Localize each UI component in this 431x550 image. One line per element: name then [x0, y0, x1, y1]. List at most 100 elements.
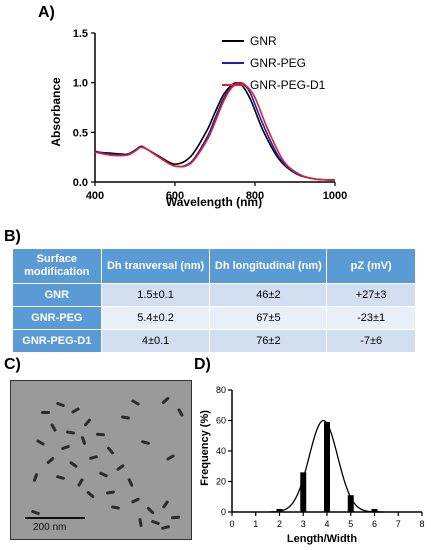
y-axis-label: Frequency (%) [199, 410, 211, 486]
table-cell: 67±5 [209, 306, 328, 330]
x-tick-label: 8 [419, 519, 424, 529]
nanorod [95, 432, 106, 437]
nanorod [65, 430, 76, 435]
nanorod [41, 411, 50, 414]
nanorod [86, 490, 95, 499]
absorbance-chart: 400 600 800 1000 0.0 0.5 1.0 1.5 GNR GNR-PEG GNR-… [49, 28, 347, 209]
y-axis-label: Absorbance [49, 77, 63, 147]
nanorod [60, 444, 71, 451]
table-header: Dh tranversal (nm) [100, 248, 211, 284]
histogram-bar [324, 422, 330, 512]
panel-label-b: B) [4, 228, 21, 245]
x-tick-label: 4 [324, 519, 329, 529]
legend-entry: GNR [250, 34, 277, 48]
table-cell: 1.5±0.1 [100, 283, 211, 307]
table-header: pZ (mV) [326, 248, 416, 284]
table-header: Surface modification [12, 248, 102, 284]
histogram-bar [300, 472, 307, 512]
series-line-gnr-peg-d1 [94, 81, 336, 181]
scale-bar [25, 517, 85, 519]
legend-entry: GNR-PEG-D1 [250, 78, 326, 92]
nanorod [106, 446, 115, 455]
x-tick-label: 400 [86, 190, 104, 202]
nanorod [110, 505, 121, 510]
nanorod [130, 497, 141, 504]
series-line-gnr [94, 81, 336, 181]
nanorod [146, 506, 155, 515]
histogram-bar [276, 508, 283, 512]
histogram-bar [371, 508, 378, 512]
legend-entry: GNR-PEG [250, 56, 306, 70]
panel-label-c: C) [4, 356, 21, 373]
x-tick-label: 2 [277, 519, 282, 529]
nanorod [115, 463, 126, 472]
table-row: GNR-PEG 5.4±0.2 67±5 -23±1 [12, 306, 416, 330]
y-tick-label: 0.5 [73, 127, 88, 139]
x-tick-label: 600 [166, 190, 184, 202]
nanorod [55, 401, 66, 408]
x-tick-label: 1 [253, 519, 258, 529]
nanorod [170, 515, 181, 520]
nanorod [138, 517, 143, 528]
table-row: GNR 1.5±0.1 46±2 +27±3 [12, 283, 416, 307]
table-cell: -7±6 [326, 329, 416, 353]
y-tick-label: 80 [216, 385, 226, 395]
nanorod [55, 474, 66, 481]
nanorod [32, 472, 39, 483]
x-tick-label: 6 [372, 519, 377, 529]
y-tick-label: 40 [216, 446, 226, 456]
nanorod [35, 438, 46, 447]
nanorod [80, 435, 87, 446]
x-tick-label: 5 [348, 519, 353, 529]
x-tick-label: 0 [229, 519, 234, 529]
y-tick-label: 60 [216, 416, 226, 426]
panel-label-d: D) [194, 356, 211, 373]
nanorod [120, 415, 131, 420]
nanorod [160, 524, 171, 531]
nanorod [105, 490, 116, 495]
table-cell: 5.4±0.2 [100, 306, 211, 330]
y-tick-label: 1.0 [73, 78, 88, 90]
y-tick-label: 20 [216, 477, 226, 487]
nanorod [46, 456, 55, 465]
nanorod [130, 398, 141, 407]
gaussian-fit-curve [269, 419, 385, 513]
nanorod [76, 477, 85, 488]
table-cell: -23±1 [326, 306, 416, 330]
nanorod [70, 406, 81, 415]
table-cell: GNR-PEG-D1 [12, 329, 102, 353]
nanorod [150, 519, 161, 526]
table-row: GNR-PEG-D1 4±0.1 76±2 -7±6 [12, 329, 416, 353]
table-cell: 76±2 [209, 329, 328, 353]
y-tick-label: 0.0 [73, 177, 88, 189]
table-header: Dh longitudinal (nm) [209, 248, 328, 284]
table-cell: +27±3 [326, 283, 416, 307]
table-cell: GNR-PEG [12, 306, 102, 330]
scale-bar-label: 200 nm [33, 522, 67, 533]
nanorod [165, 453, 176, 462]
table-cell: 4±0.1 [100, 329, 211, 353]
nanorod [83, 418, 92, 427]
y-tick-label: 1.5 [73, 28, 88, 40]
nanorod [127, 477, 134, 488]
nanorod [49, 422, 58, 433]
x-tick-label: 7 [396, 519, 401, 529]
nanorod [161, 499, 170, 510]
x-tick-label: 800 [246, 190, 264, 202]
table-cell: 46±2 [209, 283, 328, 307]
series-line-gnr-peg [94, 81, 336, 181]
x-tick-label: 1000 [323, 190, 347, 202]
panel-label-a: A) [38, 4, 55, 21]
nanorod [30, 509, 41, 516]
nanorod [98, 471, 109, 478]
properties-table: Surface modification Dh tranversal (nm) … [12, 248, 416, 353]
histogram-bar [347, 495, 354, 512]
nanorod [161, 396, 170, 405]
tem-micrograph: 200 nm [10, 380, 192, 540]
nanorod [140, 439, 151, 446]
nanorod [68, 460, 79, 469]
table-cell: GNR [12, 283, 102, 307]
nanorod [176, 407, 185, 418]
nanorod [88, 454, 99, 461]
x-axis-label: Length/Width [287, 533, 357, 545]
